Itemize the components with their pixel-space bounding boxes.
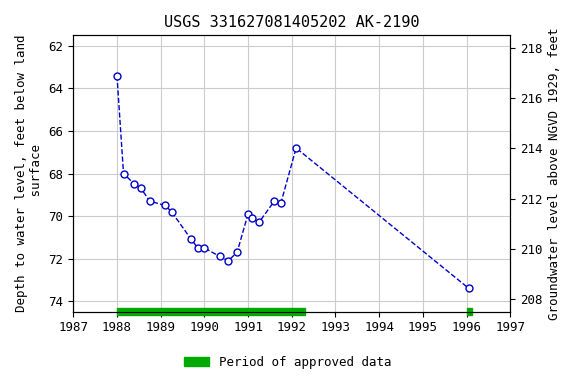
Title: USGS 331627081405202 AK-2190: USGS 331627081405202 AK-2190 [164, 15, 419, 30]
Bar [117, 308, 305, 315]
Y-axis label: Groundwater level above NGVD 1929, feet: Groundwater level above NGVD 1929, feet [548, 27, 561, 320]
Legend: Period of approved data: Period of approved data [179, 351, 397, 374]
Y-axis label: Depth to water level, feet below land
 surface: Depth to water level, feet below land su… [15, 35, 43, 312]
Bar [467, 308, 472, 315]
